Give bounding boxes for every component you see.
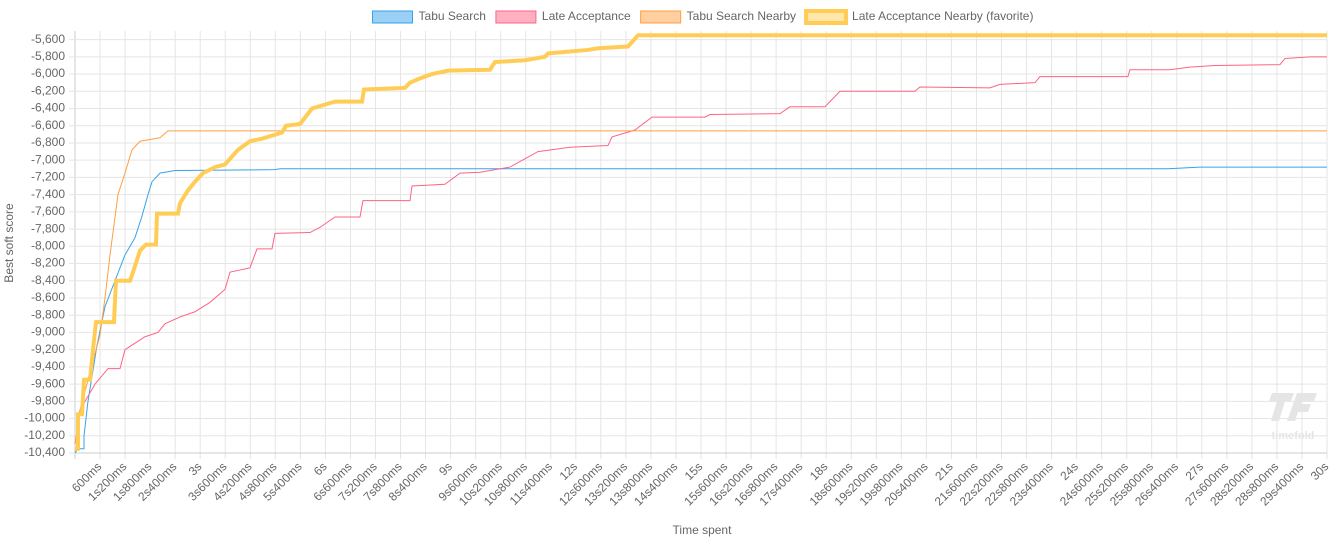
y-tick-label: -6,600 xyxy=(31,118,65,132)
y-tick-label: -5,600 xyxy=(31,32,65,46)
series-line xyxy=(74,130,1327,445)
x-tick-label: 30s xyxy=(1308,459,1332,483)
y-axis-title: Best soft score xyxy=(2,203,16,283)
y-tick-label: -7,000 xyxy=(31,152,65,166)
y-tick-label: -7,200 xyxy=(31,170,65,184)
legend-item[interactable]: Tabu Search Nearby xyxy=(640,9,796,24)
y-tick-label: -9,000 xyxy=(31,325,65,339)
y-tick-label: -6,200 xyxy=(31,83,65,97)
y-tick-label: -7,800 xyxy=(31,221,65,235)
legend-label: Late Acceptance Nearby (favorite) xyxy=(852,9,1033,23)
y-tick-label: -8,600 xyxy=(31,290,65,304)
y-tick-label: -6,400 xyxy=(31,101,65,115)
legend-swatch xyxy=(804,9,849,25)
legend-swatch xyxy=(495,10,537,24)
legend-label: Tabu Search Nearby xyxy=(687,9,796,23)
y-tick-label: -9,200 xyxy=(31,342,65,356)
legend-item[interactable]: Late Acceptance Nearby (favorite) xyxy=(804,9,1033,25)
y-tick-label: -7,400 xyxy=(31,187,65,201)
y-tick-label: -9,400 xyxy=(31,359,65,373)
legend-label: Tabu Search xyxy=(419,9,486,23)
y-tick-label: -9,800 xyxy=(31,393,65,407)
y-tick-label: -8,400 xyxy=(31,273,65,287)
legend: Tabu Search Late Acceptance Tabu Search Ne… xyxy=(372,9,1033,25)
x-axis-title: Time spent xyxy=(673,523,733,537)
series-line xyxy=(74,56,1327,445)
y-tick-label: -7,600 xyxy=(31,204,65,218)
y-tick-label: -10,400 xyxy=(24,445,65,459)
y-tick-label: -6,800 xyxy=(31,135,65,149)
y-tick-label: -8,200 xyxy=(31,256,65,270)
y-tick-label: -8,000 xyxy=(31,238,65,252)
y-tick-label: -5,800 xyxy=(31,49,65,63)
series-line xyxy=(75,33,1327,451)
legend-label: Late Acceptance xyxy=(542,9,631,23)
legend-item[interactable]: Tabu Search xyxy=(372,9,486,24)
series-line xyxy=(74,166,1327,454)
y-tick-label: -10,000 xyxy=(24,411,65,425)
legend-item[interactable]: Late Acceptance xyxy=(495,9,631,24)
x-tick-label: 3s xyxy=(186,459,205,478)
x-tick-label: 6s xyxy=(311,459,330,478)
y-tick-label: -10,200 xyxy=(24,428,65,442)
legend-swatch xyxy=(372,10,414,24)
x-tick-label: 9s xyxy=(436,459,455,478)
watermark: timefold xyxy=(1269,393,1317,442)
watermark-logo xyxy=(1269,393,1294,421)
y-tick-label: -6,000 xyxy=(31,66,65,80)
y-tick-label: -9,600 xyxy=(31,376,65,390)
legend-swatch xyxy=(640,10,682,24)
y-tick-label: -8,800 xyxy=(31,307,65,321)
